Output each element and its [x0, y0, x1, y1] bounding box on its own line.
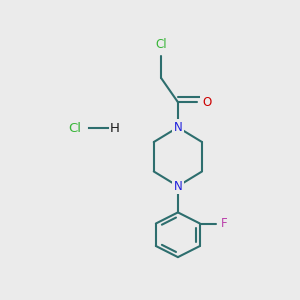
Text: Cl: Cl — [68, 122, 81, 135]
Text: N: N — [173, 121, 182, 134]
Text: Cl: Cl — [155, 38, 167, 51]
Text: N: N — [173, 180, 182, 193]
Text: O: O — [202, 96, 211, 109]
Text: F: F — [221, 217, 228, 230]
Text: H: H — [110, 122, 119, 135]
